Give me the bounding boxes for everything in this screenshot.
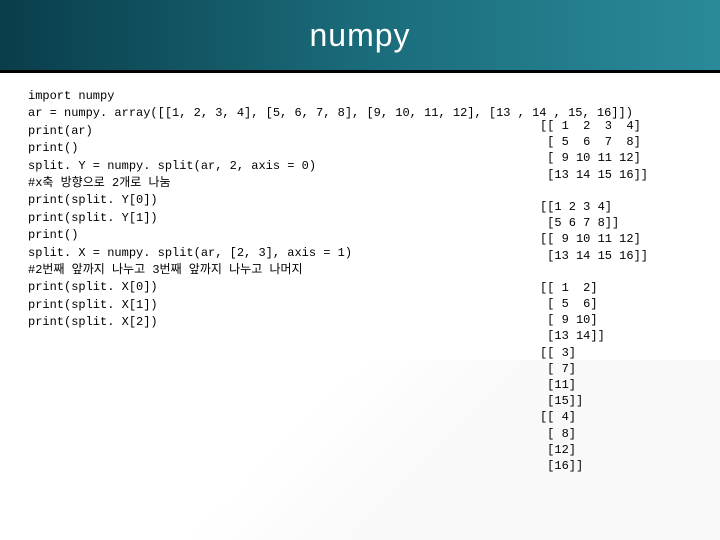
page-title: numpy: [309, 17, 410, 54]
title-bar: numpy: [0, 0, 720, 70]
content-area: import numpy ar = numpy. array([[1, 2, 3…: [0, 70, 720, 349]
output-block: [[ 1 2 3 4] [ 5 6 7 8] [ 9 10 11 12] [13…: [540, 118, 648, 474]
